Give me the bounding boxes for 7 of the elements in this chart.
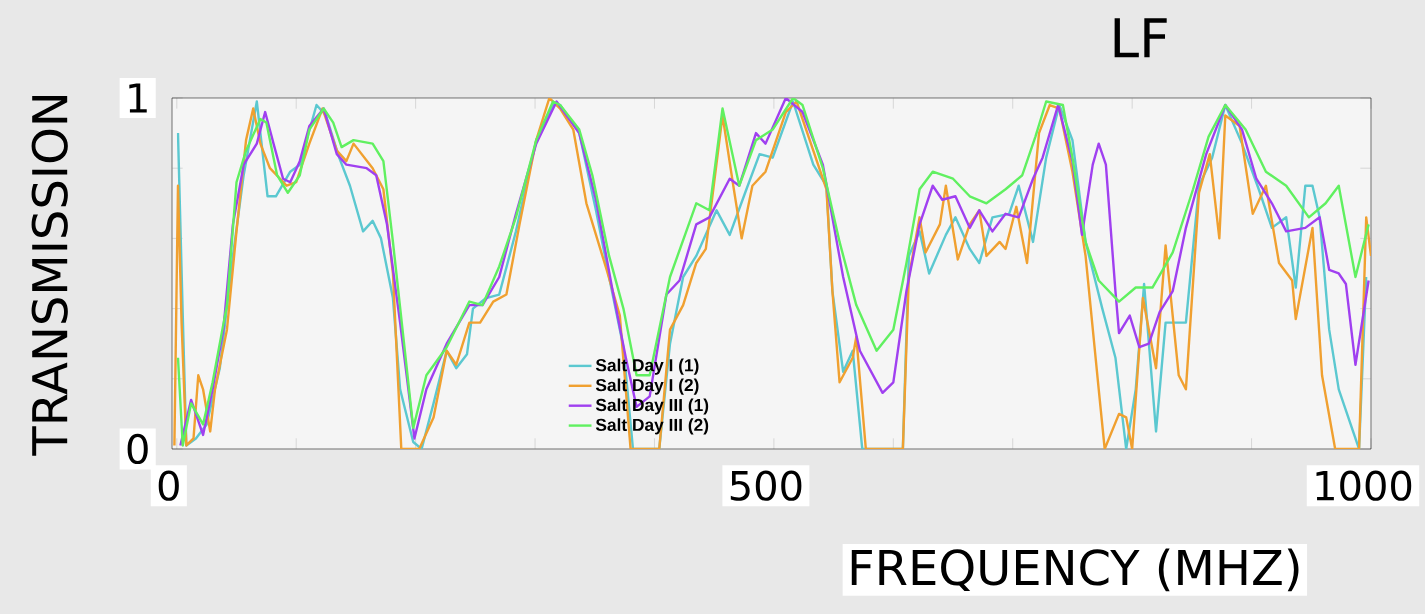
x-tick-label: 0 [158,470,179,501]
x-tick-label: 500 [730,470,802,501]
chart-title: LF [1114,18,1167,58]
y-axis-title: TRANSMISSION [31,95,68,456]
x-axis-title: FREQUENCY (MHZ) [851,548,1299,592]
y-tick-label: 1 [129,83,147,113]
x-tick-label: 1000 [1316,470,1412,501]
